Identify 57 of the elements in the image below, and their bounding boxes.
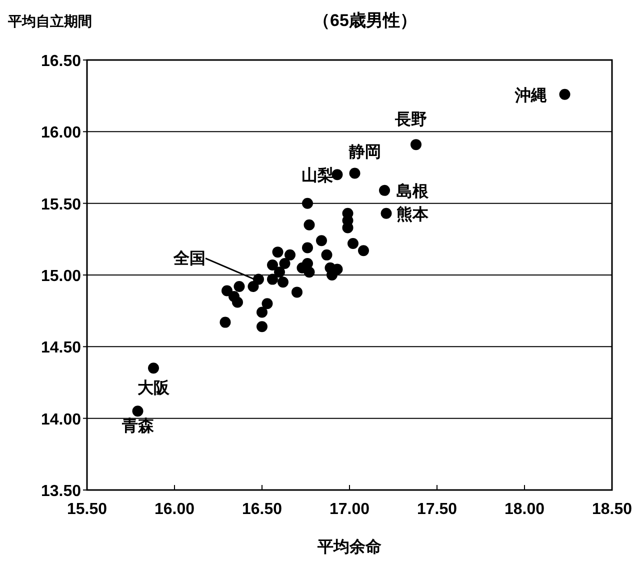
annotation: 山梨 [301, 166, 334, 185]
point [220, 316, 231, 328]
x-tick-label: 18.00 [504, 501, 545, 518]
point [248, 280, 259, 292]
point [321, 249, 332, 260]
point [256, 306, 268, 318]
y-tick-label: 16.50 [40, 53, 82, 70]
point [304, 266, 315, 278]
point [302, 242, 313, 254]
point [410, 139, 422, 150]
y-axis-title: 平均自立期間 [7, 13, 92, 29]
point [132, 406, 144, 417]
point [348, 238, 358, 249]
point [304, 219, 315, 230]
point [380, 208, 392, 219]
annotation: 長野 [394, 112, 427, 129]
y-tick-label: 13.50 [40, 483, 82, 500]
point [279, 258, 290, 270]
x-tick-label: 18.50 [592, 501, 632, 518]
x-tick-label: 16.00 [154, 501, 195, 518]
x-tick-label: 16.50 [242, 501, 282, 518]
point [228, 291, 240, 302]
point [267, 259, 278, 270]
y-tick-label: 14.50 [40, 340, 82, 357]
point [292, 286, 302, 298]
x-tick-label: 15.50 [66, 501, 108, 518]
annotation: 全国 [172, 249, 206, 268]
x-tick-label: 17.00 [329, 501, 370, 518]
point [234, 280, 245, 292]
point [272, 246, 284, 258]
point [284, 249, 296, 260]
point [358, 245, 369, 256]
annotation: 島根 [396, 182, 430, 200]
point [278, 276, 288, 288]
y-tick-label: 16.00 [40, 124, 82, 142]
point [379, 184, 390, 196]
point [222, 285, 232, 296]
annotation: 静岡 [348, 143, 381, 162]
y-tick-label: 15.00 [40, 268, 82, 285]
point [316, 235, 327, 246]
chart-title: （65歳男性） [313, 11, 417, 30]
x-axis-title: 平均余命 [316, 538, 382, 556]
point [349, 168, 360, 179]
point [559, 88, 570, 100]
point [267, 274, 278, 285]
point [148, 362, 159, 374]
annotation: 大阪 [138, 379, 170, 398]
y-tick-label: 15.50 [40, 196, 82, 214]
point [302, 198, 313, 209]
x-tick-label: 17.50 [416, 501, 458, 518]
annotation: 沖縄 [514, 86, 547, 104]
point [262, 298, 273, 310]
point [256, 321, 268, 332]
annotation: 熊本 [396, 205, 430, 224]
annotation: 青森 [120, 417, 155, 436]
y-tick-label: 14.00 [40, 411, 82, 428]
point [274, 266, 285, 278]
